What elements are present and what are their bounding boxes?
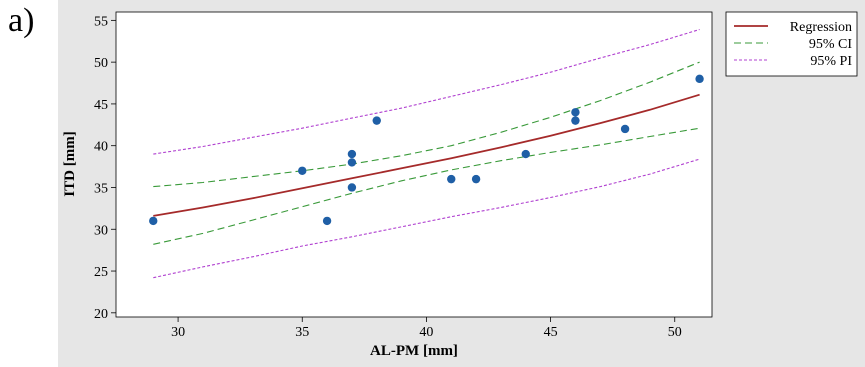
- data-point: [620, 124, 630, 134]
- legend-label: 95% CI: [809, 37, 853, 52]
- legend: Regression 95% CI 95% PI: [725, 11, 858, 77]
- data-point: [521, 149, 530, 159]
- x-axis-ticks: 30 35 40 45 50: [171, 317, 682, 340]
- y-tick-label: 20: [94, 307, 108, 322]
- y-axis-title: ITD [mm]: [62, 131, 78, 196]
- data-point: [447, 174, 456, 184]
- data-point: [149, 216, 158, 226]
- x-tick-label: 30: [171, 325, 185, 340]
- data-point: [347, 183, 357, 192]
- y-tick-label: 30: [94, 223, 108, 238]
- x-tick-label: 35: [295, 325, 309, 340]
- data-point: [298, 166, 307, 175]
- legend-box: [725, 11, 858, 77]
- x-axis-title: AL-PM [mm]: [370, 343, 458, 359]
- data-point: [347, 149, 357, 159]
- points-layer: [149, 74, 704, 226]
- legend-label: Regression: [790, 20, 852, 35]
- data-point: [372, 116, 381, 125]
- panel-label: a): [8, 2, 35, 39]
- x-tick-label: 50: [668, 325, 682, 340]
- x-tick-label: 45: [544, 325, 558, 340]
- y-tick-label: 55: [94, 14, 108, 29]
- y-axis-ticks: 20 25 30 35 40 45 50 55: [94, 14, 116, 322]
- data-point: [695, 74, 704, 84]
- x-tick-label: 40: [419, 325, 433, 340]
- series-line-0: [153, 93, 700, 217]
- y-tick-label: 35: [94, 181, 108, 196]
- data-point: [347, 158, 357, 167]
- y-tick-label: 40: [94, 140, 108, 155]
- series-line-3: [153, 28, 700, 155]
- y-tick-label: 50: [94, 56, 108, 71]
- data-point: [571, 108, 580, 117]
- series-line-2: [153, 127, 700, 245]
- legend-label: 95% PI: [810, 54, 852, 69]
- data-point: [471, 174, 481, 184]
- plot-area: [115, 11, 713, 318]
- y-tick-label: 25: [94, 265, 108, 280]
- data-point: [322, 216, 332, 226]
- y-tick-label: 45: [94, 98, 108, 113]
- data-point: [571, 116, 580, 125]
- series-line-1: [153, 61, 700, 188]
- lines-layer: [153, 28, 700, 279]
